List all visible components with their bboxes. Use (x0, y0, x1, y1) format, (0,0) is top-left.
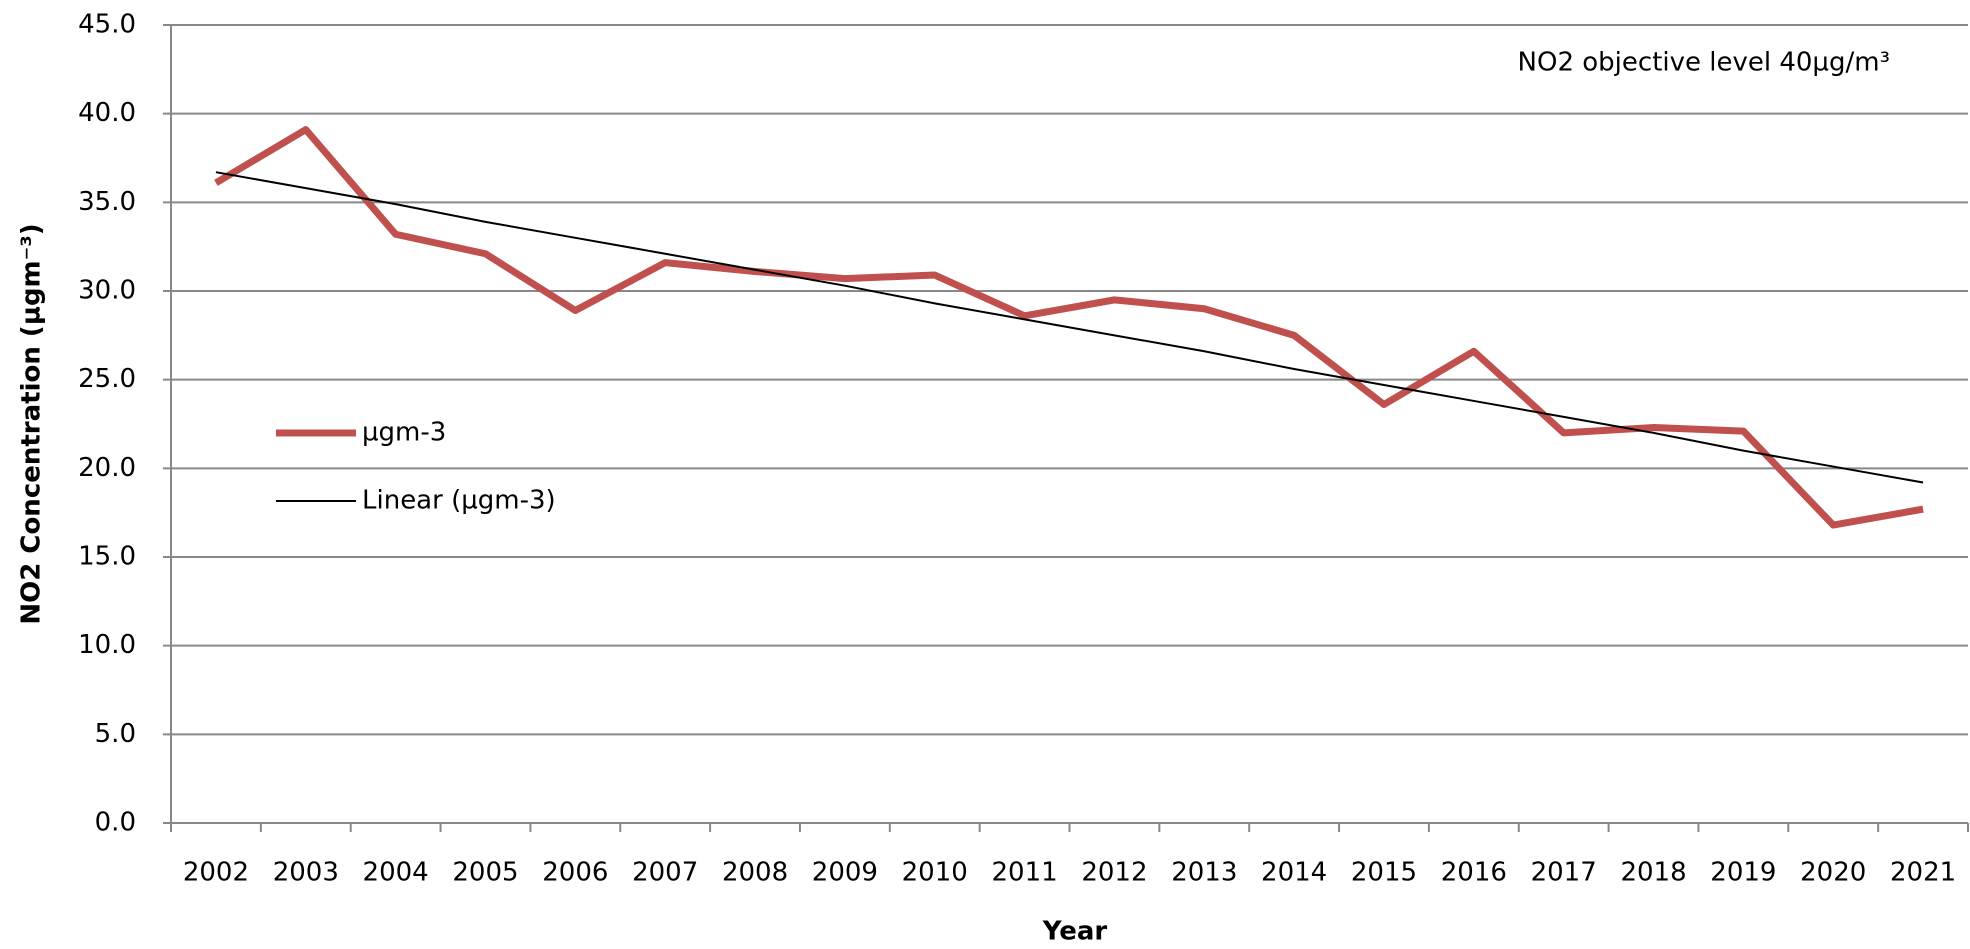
x-axis-title: Year (1042, 917, 1108, 947)
x-tick-label: 2007 (632, 858, 698, 888)
x-tick-label: 2005 (452, 858, 518, 888)
y-tick-label: 45.0 (78, 10, 136, 40)
legend-label: Linear (µgm-3) (362, 486, 556, 516)
y-tick-label: 35.0 (78, 187, 136, 217)
y-tick-label: 30.0 (78, 276, 136, 306)
y-tick-label: 20.0 (78, 453, 136, 483)
y-tick-label: 0.0 (95, 808, 136, 838)
x-tick-label: 2011 (991, 858, 1057, 888)
legend-label: µgm-3 (362, 418, 446, 448)
x-tick-label: 2020 (1800, 858, 1866, 888)
x-tick-label: 2006 (542, 858, 608, 888)
x-tick-label: 2017 (1531, 858, 1597, 888)
x-tick-label: 2010 (902, 858, 968, 888)
y-tick-label: 40.0 (78, 98, 136, 128)
x-tick-label: 2003 (273, 858, 339, 888)
x-tick-label: 2002 (183, 858, 249, 888)
series-line (214, 126, 1924, 529)
x-tick-label: 2021 (1890, 858, 1956, 888)
y-axis-title: NO2 Concentration (µgm⁻³) (17, 223, 47, 624)
x-tick-label: 2019 (1710, 858, 1776, 888)
x-tick-label: 2008 (722, 858, 788, 888)
y-tick-label: 5.0 (95, 719, 136, 749)
x-tick-label: 2013 (1171, 858, 1237, 888)
reference-label: NO2 objective level 40µg/m³ (1518, 48, 1890, 78)
x-tick-label: 2015 (1351, 858, 1417, 888)
x-tick-label: 2004 (363, 858, 429, 888)
y-tick-label: 25.0 (78, 364, 136, 394)
series-line (215, 171, 1924, 484)
x-tick-label: 2009 (812, 858, 878, 888)
y-tick-label: 10.0 (78, 630, 136, 660)
y-tick-label: 15.0 (78, 542, 136, 572)
x-tick-label: 2018 (1620, 858, 1686, 888)
x-tick-label: 2016 (1441, 858, 1507, 888)
x-tick-label: 2012 (1081, 858, 1147, 888)
x-tick-label: 2014 (1261, 858, 1327, 888)
